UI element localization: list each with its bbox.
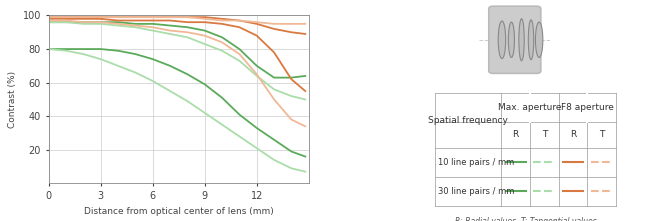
Text: 30 line pairs / mm: 30 line pairs / mm bbox=[438, 187, 514, 196]
Y-axis label: Contrast (%): Contrast (%) bbox=[8, 71, 17, 128]
Ellipse shape bbox=[528, 20, 534, 60]
Text: T: T bbox=[599, 130, 605, 139]
Ellipse shape bbox=[508, 22, 514, 57]
Text: R: Radial values  T: Tangential values: R: Radial values T: Tangential values bbox=[455, 217, 597, 221]
Ellipse shape bbox=[499, 21, 506, 59]
Ellipse shape bbox=[536, 22, 543, 57]
X-axis label: Distance from optical center of lens (mm): Distance from optical center of lens (mm… bbox=[84, 207, 274, 216]
Text: R: R bbox=[570, 130, 577, 139]
FancyBboxPatch shape bbox=[489, 6, 541, 73]
Text: Max. aperture: Max. aperture bbox=[499, 103, 562, 112]
Text: F8 aperture: F8 aperture bbox=[561, 103, 614, 112]
Text: R: R bbox=[512, 130, 519, 139]
Text: 10 line pairs / mm: 10 line pairs / mm bbox=[438, 158, 514, 167]
Text: T: T bbox=[541, 130, 547, 139]
Text: Spatial frequency: Spatial frequency bbox=[428, 116, 508, 125]
Ellipse shape bbox=[519, 19, 525, 61]
